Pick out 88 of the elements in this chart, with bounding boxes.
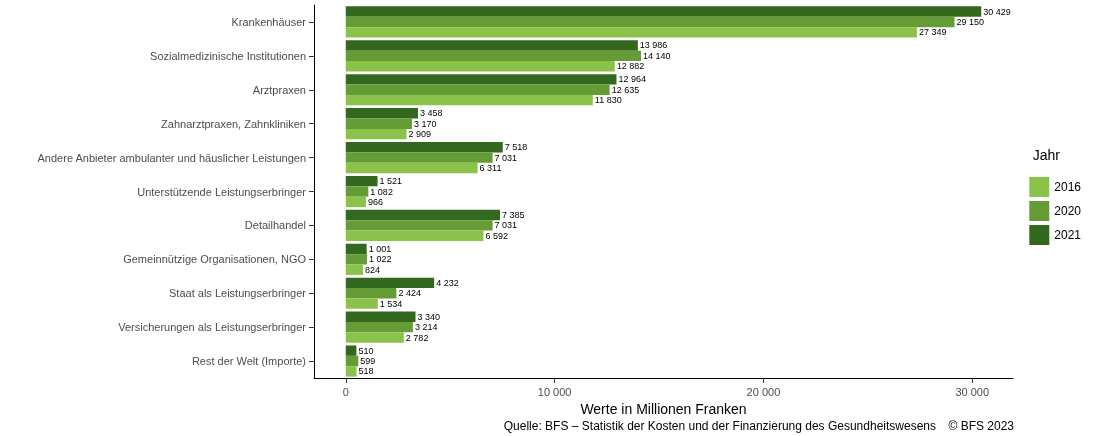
y-tick-label: Versicherungen als Leistungserbringer: [118, 321, 307, 334]
data-label: 7 518: [504, 142, 528, 153]
bar: [345, 94, 593, 106]
data-label: 6 311: [479, 162, 502, 173]
bar: [345, 141, 503, 153]
bar: [345, 74, 617, 85]
y-tick-label: Rest der Welt (Importe): [191, 355, 306, 368]
data-label: 824: [364, 264, 380, 275]
x-axis-title: Werte in Millionen Franken: [580, 400, 747, 417]
bar: [345, 196, 366, 208]
bar: [345, 366, 357, 377]
data-label: 1 521: [379, 176, 403, 187]
data-label: 1 001: [368, 243, 392, 254]
data-label: 3 458: [419, 108, 443, 119]
bar: [345, 128, 407, 140]
legend-label: 2021: [1054, 228, 1082, 242]
legend-title: Jahr: [1032, 147, 1061, 163]
bar: [345, 108, 418, 119]
data-label: 966: [367, 196, 383, 207]
data-label: 27 349: [918, 27, 947, 38]
data-label: 29 150: [956, 16, 985, 27]
bar: [345, 220, 493, 231]
bar: [345, 243, 367, 255]
data-label: 3 170: [413, 118, 437, 129]
data-label: 12 964: [618, 74, 647, 85]
y-tick-label: Zahnarztpraxen, Zahnkliniken: [161, 117, 306, 130]
bar: [345, 16, 955, 28]
data-label: 6 592: [485, 230, 508, 241]
data-label: 7 385: [501, 210, 525, 221]
data-label: 7 031: [494, 220, 518, 231]
bar: [345, 321, 413, 333]
data-label: 3 340: [417, 311, 441, 322]
y-tick-label: Sozialmedizinische Institutionen: [150, 49, 306, 62]
data-label: 13 986: [639, 40, 668, 51]
data-label: 3 214: [414, 322, 438, 333]
bar: [345, 186, 369, 197]
data-label: 12 882: [616, 61, 645, 72]
data-label: 2 782: [405, 332, 429, 343]
data-label: 1 082: [370, 186, 393, 197]
y-tick-label: Staat als Leistungserbringer: [169, 287, 307, 300]
bar: [345, 118, 412, 129]
data-label: 30 429: [983, 6, 1011, 17]
y-tick-label: Arztpraxen: [252, 83, 306, 96]
bar: [345, 277, 435, 289]
bar: [345, 298, 378, 309]
x-tick-label: 20 000: [746, 385, 781, 398]
data-label: 14 140: [643, 50, 671, 61]
data-label: 510: [358, 345, 374, 356]
data-label: 599: [360, 356, 376, 367]
x-tick-label: 10 000: [537, 385, 572, 398]
bar: [345, 230, 484, 242]
bar: [345, 50, 642, 62]
data-label: 11 830: [594, 95, 622, 106]
bar: [345, 355, 359, 367]
text: © BFS 2023: [948, 419, 1015, 433]
data-label: 518: [358, 366, 374, 377]
source-note: Quelle: BFS – Statistik der Kosten und der Finanzierung des Gesundheitswesens: [503, 419, 937, 433]
data-label: 4 232: [436, 277, 459, 288]
bar: [345, 84, 610, 95]
bar: [345, 162, 478, 174]
x-tick-label: 30 000: [955, 385, 990, 398]
bar: [345, 288, 397, 299]
legend-label: 2020: [1054, 204, 1082, 218]
bar: [345, 175, 378, 187]
bar: [345, 27, 917, 38]
bar: [345, 209, 500, 221]
bar: [345, 264, 363, 275]
legend-label: 2016: [1054, 180, 1082, 194]
x-tick-label: 0: [342, 385, 349, 398]
y-tick-label: Krankenhäuser: [231, 15, 307, 28]
data-label: 2 424: [398, 288, 421, 299]
y-tick-label: Andere Anbieter ambulanter und häuslicher Leistungen: [37, 151, 306, 164]
y-tick-label: Gemeinnützige Organisationen, NGO: [123, 253, 307, 266]
data-label: 1 022: [369, 254, 392, 265]
bar: [345, 254, 368, 265]
bar: [345, 332, 404, 343]
bar: [345, 61, 615, 72]
y-tick-label: Unterstützende Leistungserbringer: [137, 185, 307, 198]
bar: [345, 152, 493, 163]
data-label: 2 909: [408, 129, 432, 140]
bar: [345, 6, 982, 17]
data-label: 7 031: [494, 152, 518, 163]
data-label: 1 534: [379, 298, 403, 309]
bar: [345, 40, 638, 51]
bar: [345, 345, 357, 356]
bar: [345, 311, 416, 322]
data-label: 12 635: [611, 84, 640, 95]
y-tick-label: Detailhandel: [244, 219, 306, 232]
